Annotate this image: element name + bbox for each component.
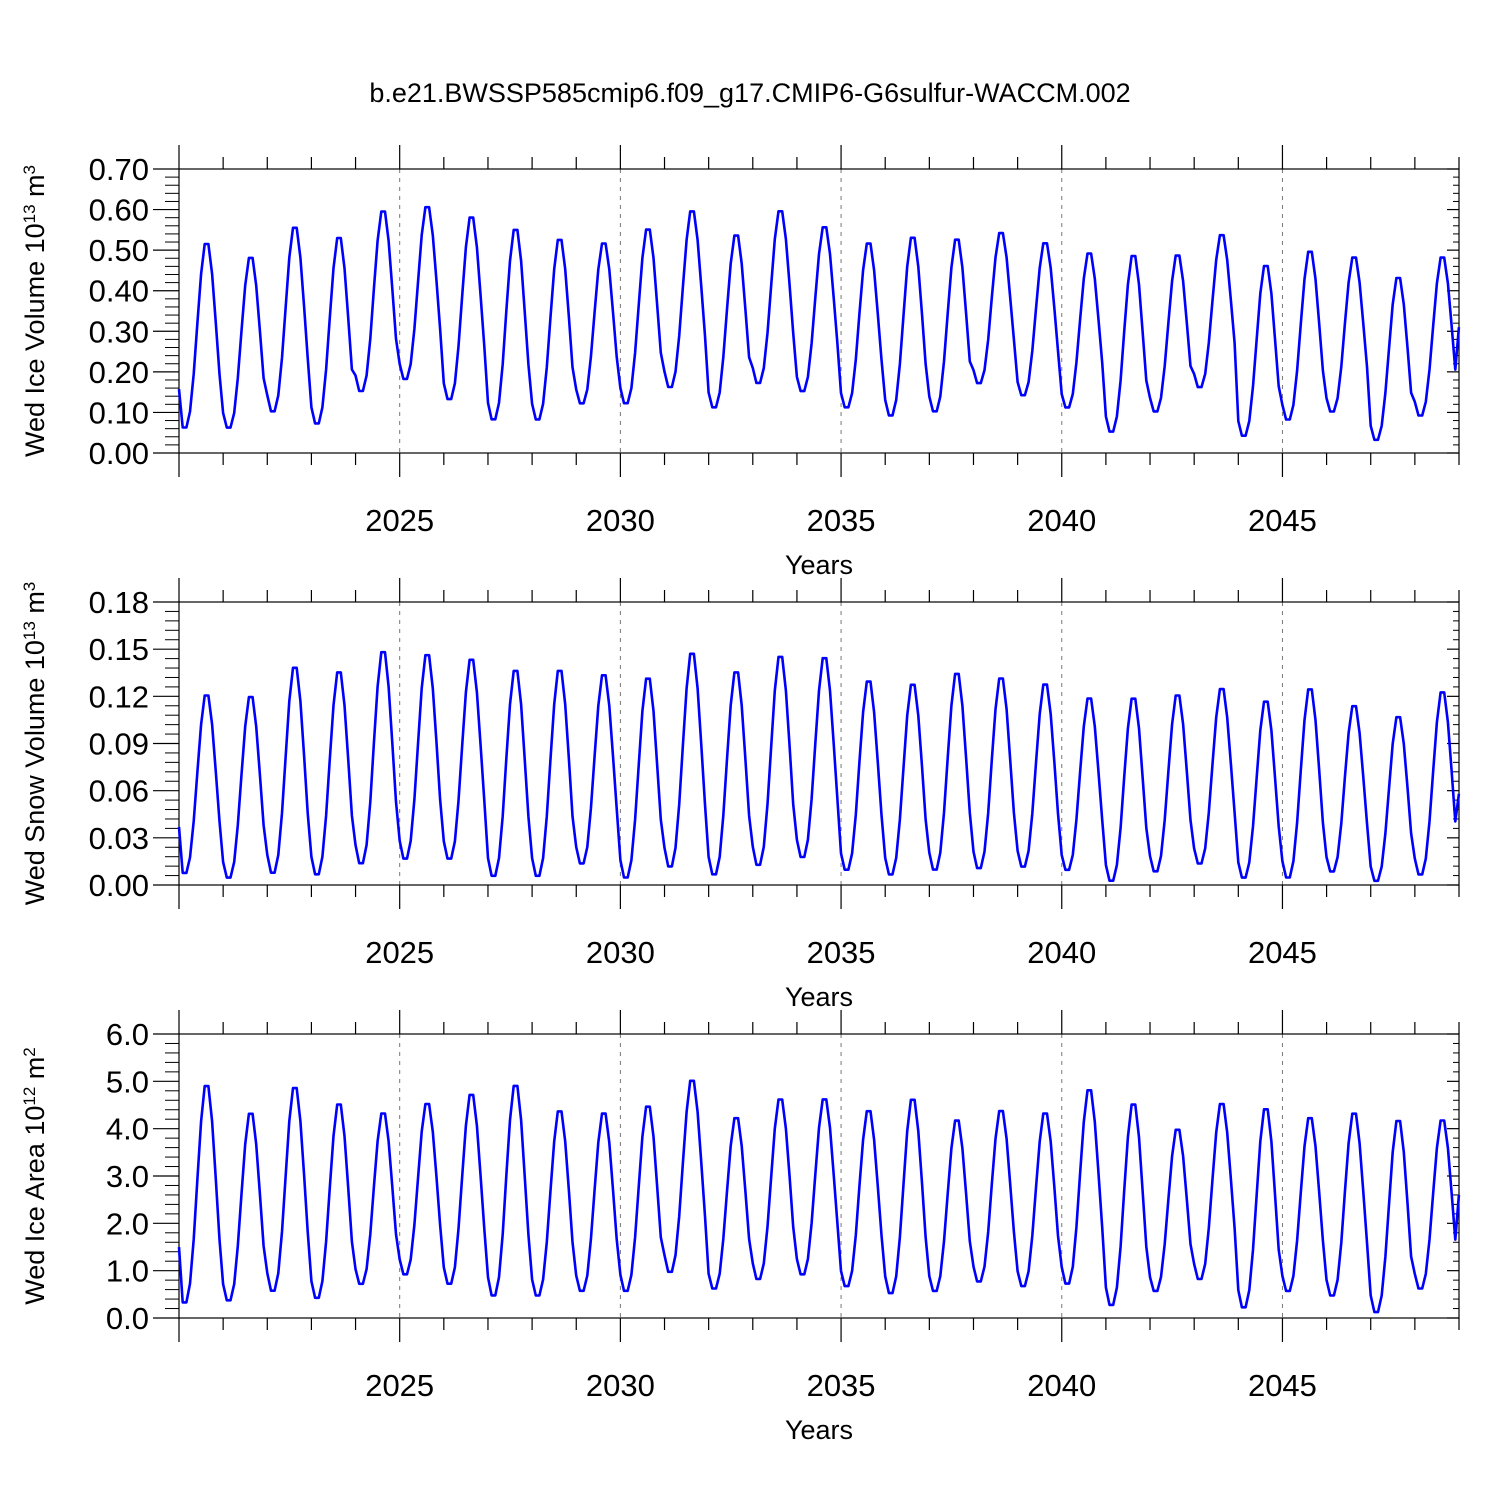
x-tick-label: 2025 (365, 503, 434, 538)
y-axis-label-part: m (20, 174, 50, 204)
y-axis-label: Wed Ice Volume 1013 m3 (20, 165, 51, 457)
y-tick-label: 0.20 (89, 355, 149, 390)
y-tick-label: 0.30 (89, 314, 149, 349)
plot-frame (178, 601, 1460, 886)
series-line (177, 1079, 1461, 1314)
plot-frame (178, 168, 1460, 454)
y-tick-label: 0.60 (89, 193, 149, 228)
y-tick-label: 0.50 (89, 233, 149, 268)
y-axis-label-part: m (20, 591, 50, 621)
x-tick-label: 2025 (365, 1368, 434, 1403)
y-tick-label: 0.03 (89, 821, 149, 856)
x-tick-label: 2045 (1248, 503, 1317, 538)
y-tick-label: 0.15 (89, 632, 149, 667)
y-axis-label-part: m (20, 1057, 50, 1087)
y-axis-label-part: Wed Ice Volume 10 (20, 223, 50, 457)
y-axis-label-part: Wed Snow Volume 10 (20, 640, 50, 905)
x-tick-label: 2045 (1248, 935, 1317, 970)
chart-panel-2: 0.00 0.03 0.06 0.09 0.12 0.15 0.18 2025 2030 2035… (20, 578, 1461, 1012)
x-axis-label: Years (785, 1415, 853, 1445)
y-tick-label: 0.09 (89, 727, 149, 762)
y-tick-label: 0.18 (89, 585, 149, 620)
y-tick-label: 6.0 (106, 1017, 149, 1052)
x-tick-label: 2035 (807, 1368, 876, 1403)
y-axis-label-superscript: 13 (20, 621, 39, 640)
y-tick-label: 3.0 (106, 1159, 149, 1194)
series-line (177, 650, 1461, 883)
y-tick-label: 0.00 (89, 436, 149, 471)
y-tick-label: 0.10 (89, 395, 149, 430)
x-axis-label: Years (785, 982, 853, 1012)
x-tick-label: 2030 (586, 503, 655, 538)
x-tick-label: 2035 (807, 935, 876, 970)
x-tick-label: 2040 (1027, 935, 1096, 970)
x-tick-label: 2040 (1027, 503, 1096, 538)
y-tick-label: 0.06 (89, 774, 149, 809)
chart-panel-3: 0.0 1.0 2.0 3.0 4.0 5.0 6.0 2025 2030 2035 2040 204… (20, 1010, 1461, 1445)
y-axis-label-superscript: 3 (20, 165, 39, 174)
y-tick-label: 5.0 (106, 1064, 149, 1099)
y-axis-label-part: Wed Ice Area 10 (20, 1106, 50, 1305)
page-title: b.e21.BWSSP585cmip6.f09_g17.CMIP6-G6sulf… (369, 78, 1131, 108)
plot-frame (178, 1033, 1460, 1319)
y-axis-label-superscript: 13 (20, 204, 39, 223)
chart-panel-1: 0.00 0.10 0.20 0.30 0.40 0.50 0.60 0.70 2025 2030… (20, 145, 1461, 580)
y-axis-label-superscript: 12 (20, 1087, 39, 1106)
series-line (177, 205, 1461, 442)
x-tick-label: 2040 (1027, 1368, 1096, 1403)
y-tick-label: 0.70 (89, 152, 149, 187)
x-axis-label: Years (785, 550, 853, 580)
y-tick-label: 0.00 (89, 868, 149, 903)
y-axis-label-superscript: 3 (20, 582, 39, 591)
y-axis-label: Wed Snow Volume 1013 m3 (20, 582, 51, 906)
x-tick-label: 2030 (586, 935, 655, 970)
y-tick-label: 0.0 (106, 1301, 149, 1336)
y-tick-label: 1.0 (106, 1254, 149, 1289)
y-tick-label: 0.12 (89, 679, 149, 714)
x-tick-label: 2035 (807, 503, 876, 538)
x-tick-label: 2045 (1248, 1368, 1317, 1403)
x-tick-label: 2025 (365, 935, 434, 970)
x-tick-label: 2030 (586, 1368, 655, 1403)
y-tick-label: 0.40 (89, 274, 149, 309)
y-tick-label: 4.0 (106, 1112, 149, 1147)
y-tick-label: 2.0 (106, 1206, 149, 1241)
y-axis-label: Wed Ice Area 1012 m2 (20, 1047, 51, 1305)
y-axis-label-superscript: 2 (20, 1047, 39, 1056)
